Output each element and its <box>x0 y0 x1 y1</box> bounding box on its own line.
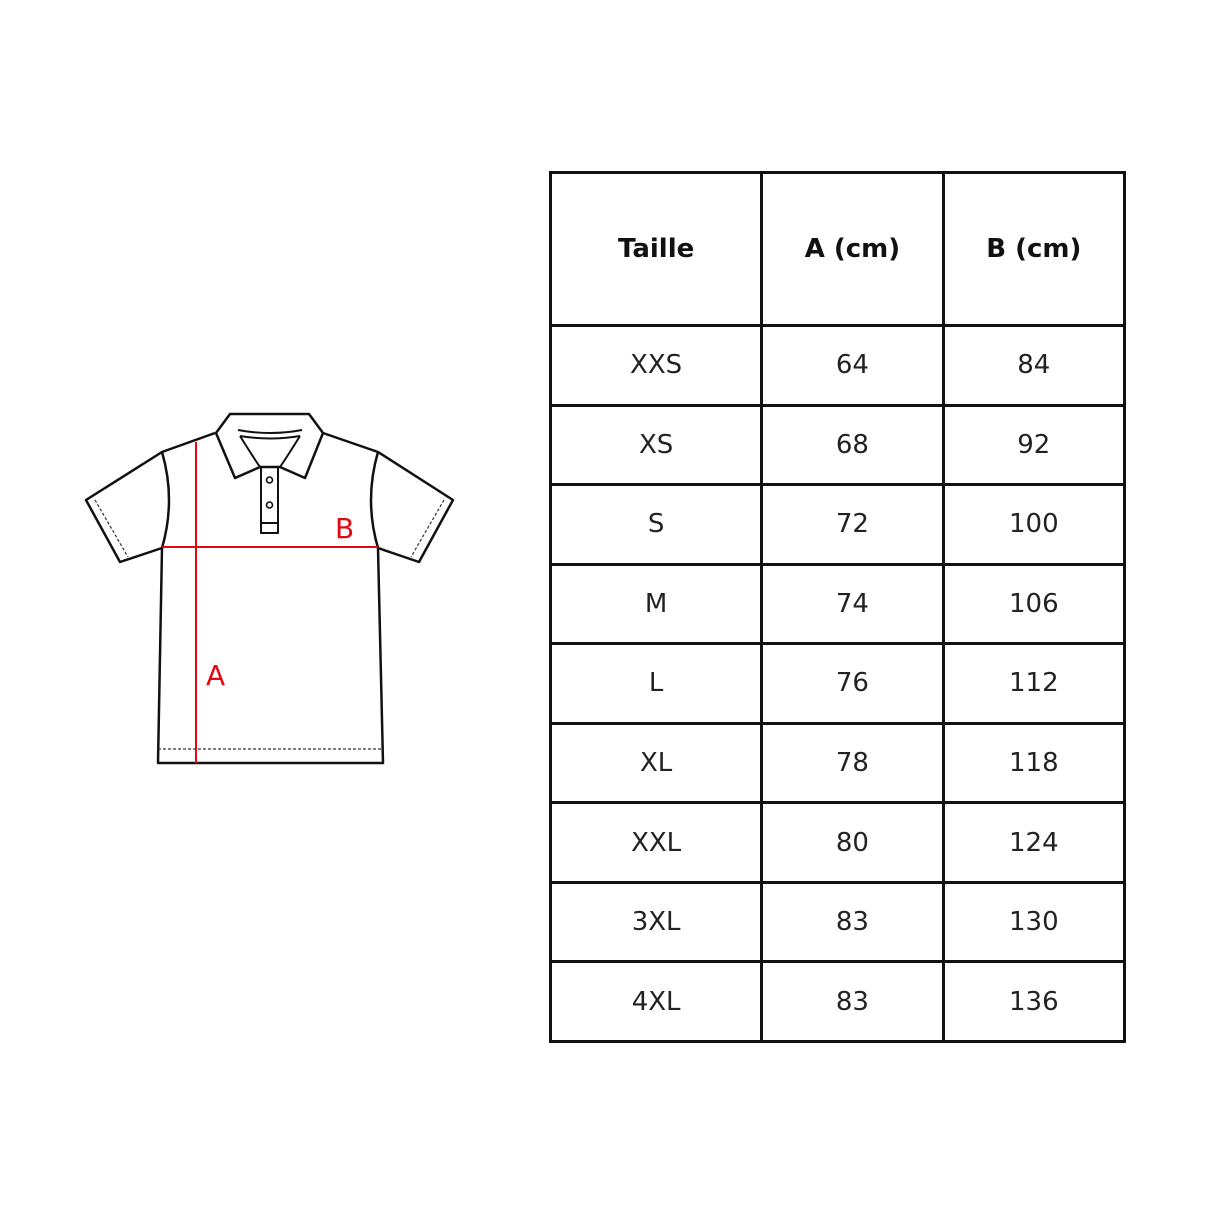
size-cell: M <box>548 562 764 646</box>
a-cell: 83 <box>760 960 945 1043</box>
size-cell: L <box>548 642 764 725</box>
size-cell: 4XL <box>548 960 764 1043</box>
table-row: S 72 100 <box>548 483 1127 566</box>
size-cell: 3XL <box>548 880 764 964</box>
header-a: A (cm) <box>760 171 945 327</box>
a-cell: 78 <box>760 721 945 805</box>
b-cell: 92 <box>941 403 1127 487</box>
b-cell: 100 <box>941 483 1127 566</box>
polo-shirt-outline <box>84 412 455 765</box>
size-cell: XXL <box>548 801 764 884</box>
b-cell: 118 <box>941 721 1127 805</box>
stitch-lines <box>94 499 445 750</box>
a-cell: 80 <box>760 801 945 884</box>
b-cell: 84 <box>941 324 1127 407</box>
size-cell: XL <box>548 721 764 805</box>
table-row: L 76 112 <box>548 642 1127 725</box>
a-cell: 76 <box>760 642 945 725</box>
table-row: XL 78 118 <box>548 721 1127 805</box>
table-row: XXS 64 84 <box>548 324 1127 407</box>
b-cell: 112 <box>941 642 1127 725</box>
label-b: B <box>335 512 354 545</box>
a-cell: 83 <box>760 880 945 964</box>
header-b: B (cm) <box>941 171 1127 327</box>
measure-lines <box>162 442 378 763</box>
a-cell: 74 <box>760 562 945 646</box>
b-cell: 124 <box>941 801 1127 884</box>
size-cell: XXS <box>548 324 764 407</box>
size-cell: XS <box>548 403 764 487</box>
b-cell: 136 <box>941 960 1127 1043</box>
a-cell: 72 <box>760 483 945 566</box>
b-cell: 106 <box>941 562 1127 646</box>
table-row: 4XL 83 136 <box>548 960 1127 1043</box>
a-cell: 68 <box>760 403 945 487</box>
header-size: Taille <box>548 171 764 327</box>
size-cell: S <box>548 483 764 566</box>
a-cell: 64 <box>760 324 945 407</box>
b-cell: 130 <box>941 880 1127 964</box>
table-row: M 74 106 <box>548 562 1127 646</box>
table-row: XS 68 92 <box>548 403 1127 487</box>
table-row: 3XL 83 130 <box>548 880 1127 964</box>
label-a: A <box>206 659 225 692</box>
size-chart-table: Taille A (cm) B (cm) XXS 64 84 XS 68 92 S 72 100… <box>548 171 1127 1043</box>
table-header-row: Taille A (cm) B (cm) <box>548 171 1127 327</box>
table-row: XXL 80 124 <box>548 801 1127 884</box>
